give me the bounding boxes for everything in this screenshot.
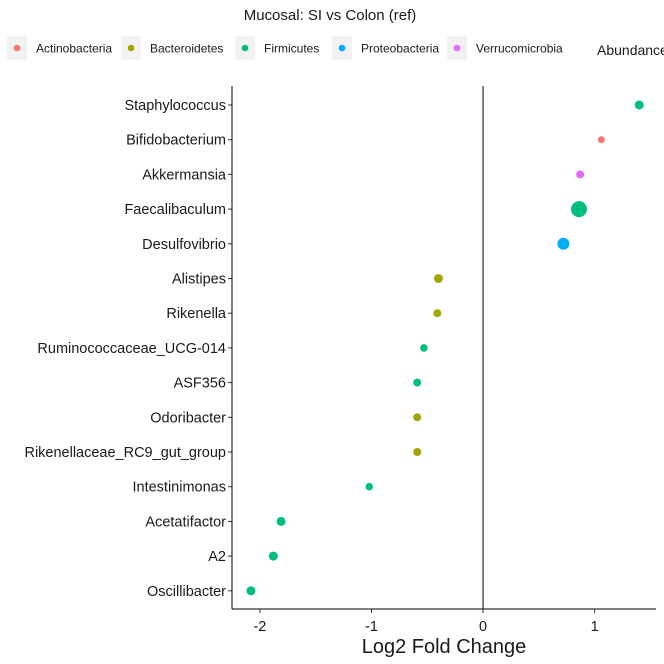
x-axis-ticks: -2 -1 0 1: [253, 609, 599, 635]
y-tick-label: Ruminococcaceae_UCG-014: [37, 341, 226, 357]
legend-label: Bacteroidetes: [150, 42, 223, 56]
data-point: [413, 378, 422, 387]
legend-key-dot: [241, 44, 249, 52]
y-tick-label: Staphylococcus: [124, 98, 226, 114]
data-points: [246, 100, 644, 596]
data-point: [576, 170, 585, 179]
y-tick-label: Desulfovibrio: [142, 237, 226, 253]
x-axis-label: Log2 Fold Change: [362, 636, 527, 658]
y-tick-label: Alistipes: [172, 272, 226, 288]
legend-label: Verrucomicrobia: [476, 42, 563, 56]
y-tick-label: Rikenella: [166, 306, 227, 322]
data-point: [433, 309, 442, 318]
y-axis-labels: Staphylococcus Bifidobacterium Akkermansia…: [24, 98, 232, 600]
legend-key-dot: [338, 44, 346, 52]
y-tick-label: Odoribacter: [150, 410, 226, 426]
legend-key-dot: [127, 44, 135, 52]
legend-key-dot: [13, 44, 21, 52]
legend-label: Proteobacteria: [361, 42, 439, 56]
legend: Actinobacteria Bacteroidetes Firmicutes Pro…: [7, 36, 664, 60]
data-point: [571, 201, 588, 218]
data-point: [413, 448, 422, 456]
x-tick-label: 0: [479, 619, 487, 635]
data-point: [365, 482, 374, 491]
y-tick-label: Oscillibacter: [147, 584, 226, 600]
y-tick-label: Intestinimonas: [133, 480, 227, 496]
data-point: [276, 516, 286, 526]
y-tick-label: Acetatifactor: [145, 514, 226, 530]
x-tick-label: 1: [591, 619, 599, 635]
axes: [231, 86, 656, 610]
y-tick-label: Faecalibaculum: [124, 202, 226, 218]
legend-label: Actinobacteria: [36, 42, 112, 56]
chart-title: Mucosal: SI vs Colon (ref): [244, 7, 417, 24]
y-tick-label: ASF356: [174, 376, 226, 392]
y-tick-label: Rikenellaceae_RC9_gut_group: [24, 445, 226, 461]
size-legend-label: Abundance: [597, 42, 664, 58]
data-point: [413, 413, 422, 422]
data-point: [433, 274, 443, 283]
data-point: [246, 586, 256, 596]
data-point: [634, 100, 644, 110]
x-tick-label: -1: [365, 619, 378, 635]
legend-key-dot: [453, 44, 461, 52]
legend-label: Firmicutes: [264, 42, 319, 56]
data-point: [268, 551, 278, 561]
data-point: [597, 136, 605, 144]
y-tick-label: Bifidobacterium: [126, 133, 226, 149]
x-tick-label: -2: [253, 619, 266, 635]
data-point: [420, 344, 428, 352]
y-tick-label: A2: [208, 549, 226, 565]
y-tick-label: Akkermansia: [142, 167, 227, 183]
data-point: [557, 237, 570, 250]
